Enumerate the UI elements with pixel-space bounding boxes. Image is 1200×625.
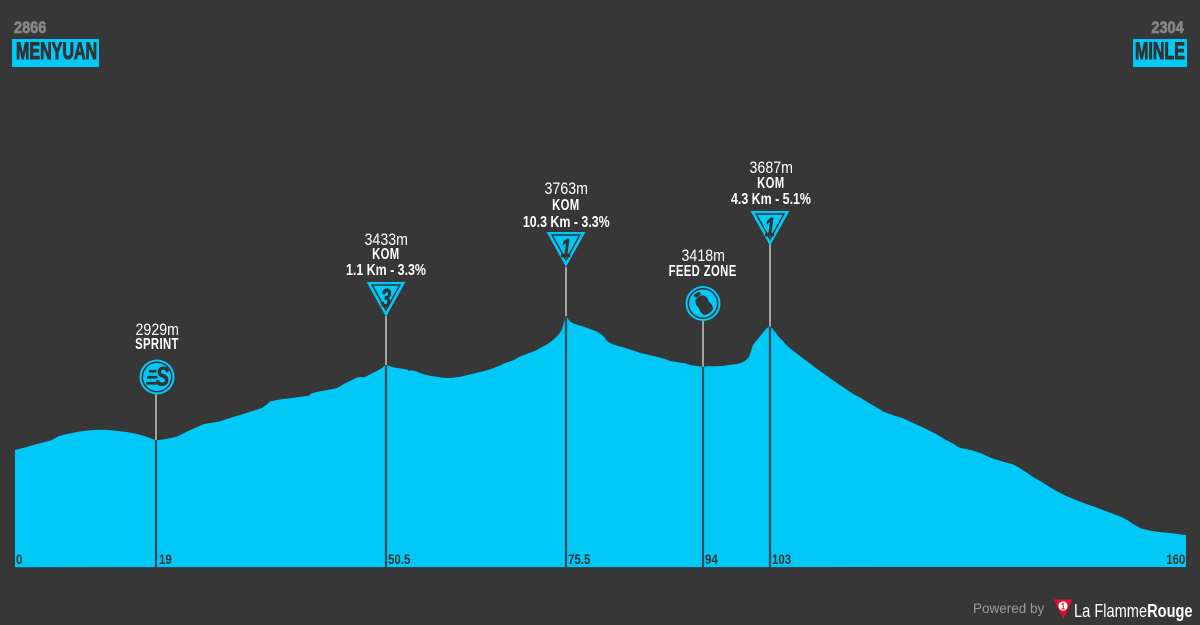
svg-text:1: 1 <box>1061 602 1065 612</box>
svg-text:1: 1 <box>765 213 775 242</box>
svg-text:1: 1 <box>561 234 571 263</box>
svg-text:3: 3 <box>381 284 392 313</box>
svg-text:S: S <box>156 362 169 393</box>
